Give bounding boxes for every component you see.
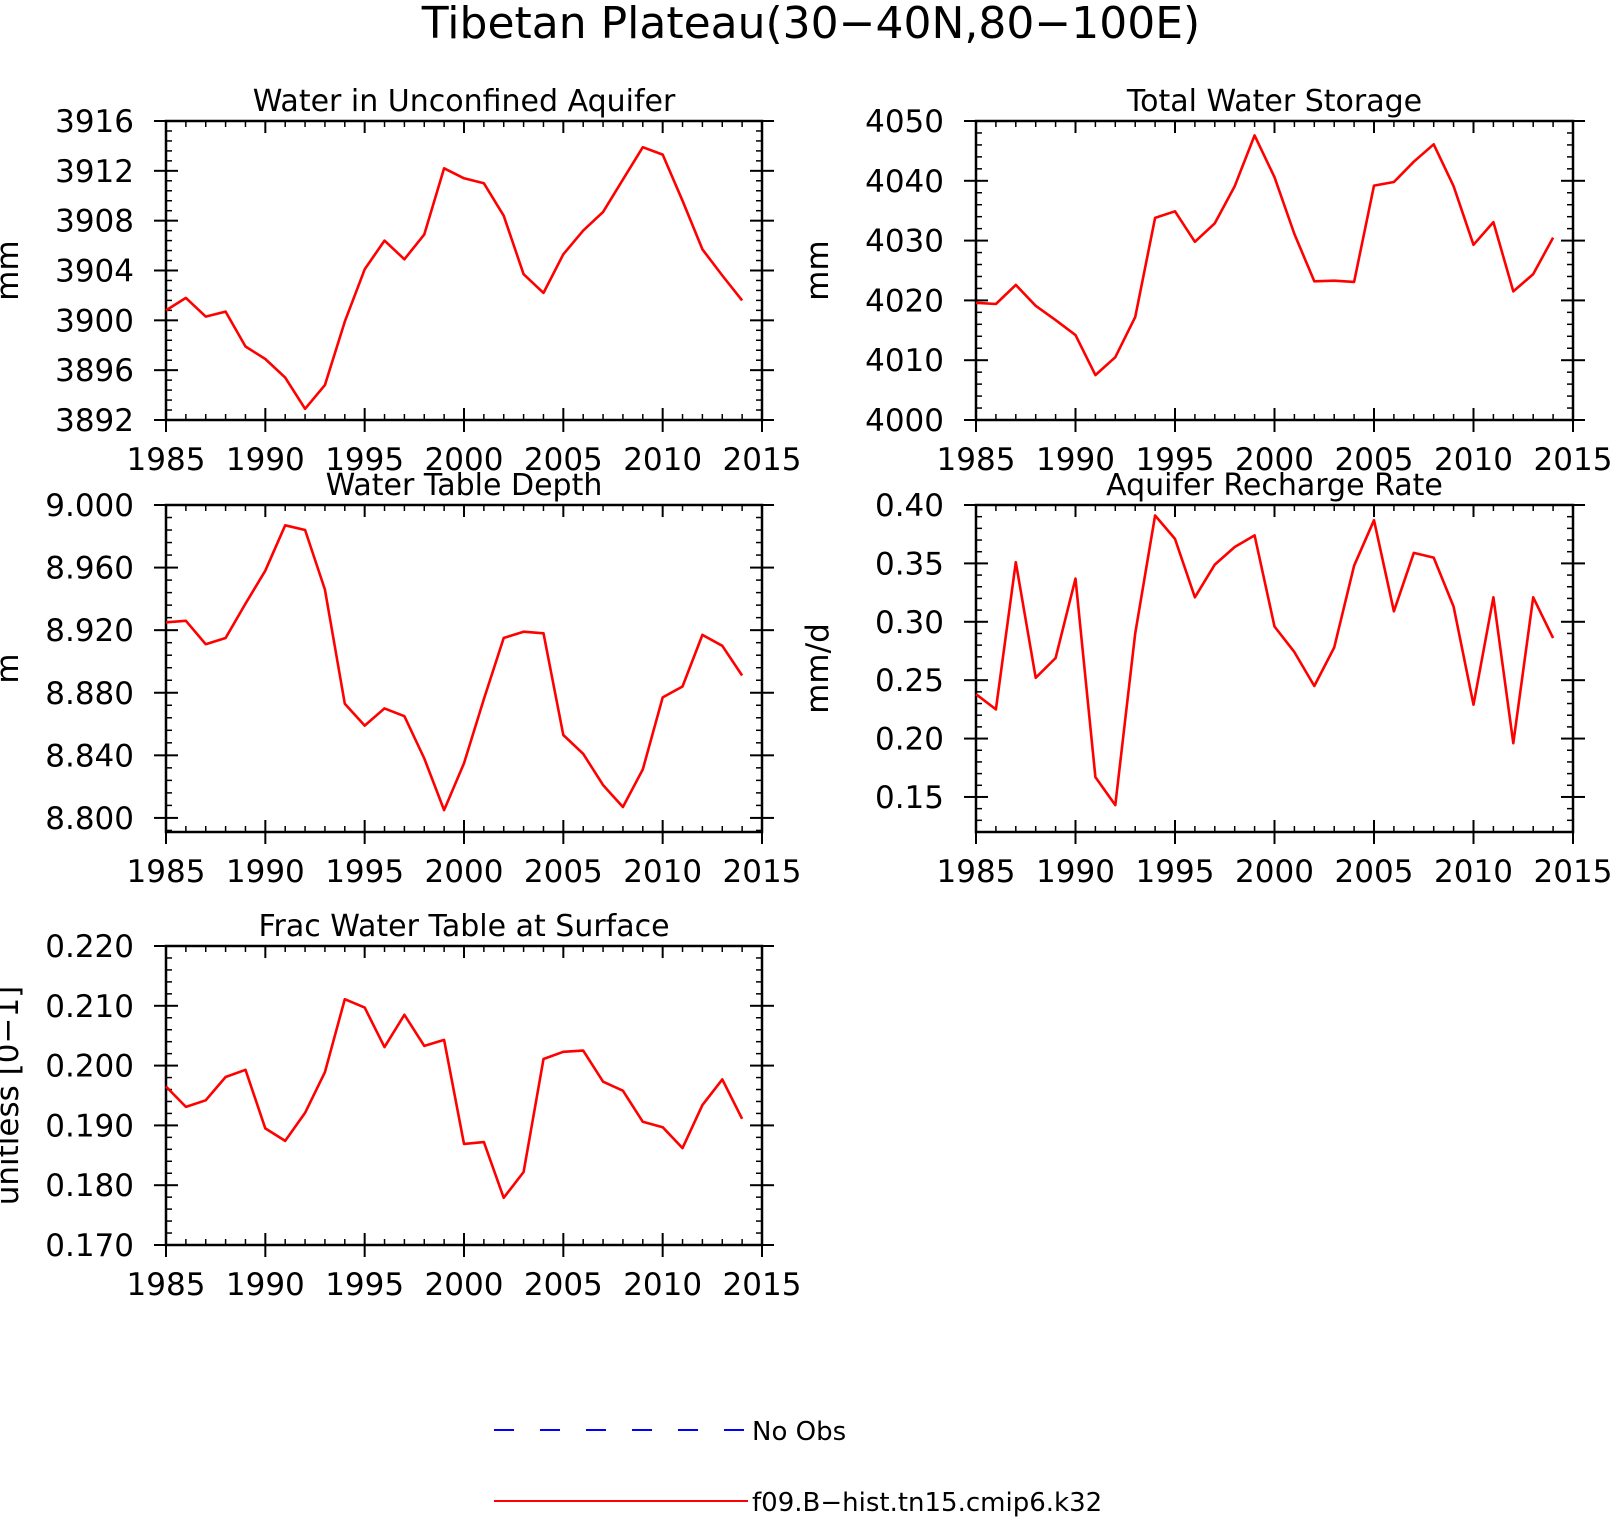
panel-title: Total Water Storage bbox=[1126, 84, 1422, 119]
panel-title: Frac Water Table at Surface bbox=[258, 909, 669, 944]
y-tick-label: 3900 bbox=[55, 303, 134, 339]
x-tick-label: 2015 bbox=[1534, 442, 1613, 478]
x-tick-label: 2005 bbox=[1335, 854, 1414, 890]
series-line bbox=[165, 145, 744, 411]
series-line bbox=[975, 134, 1555, 377]
plot-frame bbox=[974, 503, 1575, 834]
y-tick-label: 3912 bbox=[55, 154, 134, 190]
x-tick-label: 1995 bbox=[1136, 442, 1215, 478]
x-tick-label: 2000 bbox=[1235, 854, 1314, 890]
panel-title: Water in Unconfined Aquifer bbox=[253, 84, 676, 119]
series-line bbox=[165, 523, 744, 812]
y-tick-label: 0.180 bbox=[45, 1168, 134, 1204]
y-tick-label: 0.190 bbox=[45, 1108, 134, 1144]
plot-frame bbox=[164, 119, 764, 422]
x-tick-label: 2010 bbox=[1434, 854, 1513, 890]
x-tick-label: 1990 bbox=[226, 1267, 305, 1303]
x-tick-label: 2005 bbox=[1335, 442, 1414, 478]
x-tick-label: 2010 bbox=[623, 442, 702, 478]
y-tick-label: 8.960 bbox=[45, 551, 134, 587]
y-tick-label: 3892 bbox=[55, 403, 134, 439]
legend-label-no-obs: No Obs bbox=[752, 1417, 846, 1447]
panel-water-in-unconfined-aquifer: Water in Unconfined Aquifer 1985 1990 1995 2… bbox=[0, 84, 801, 478]
x-tick-label: 1990 bbox=[226, 442, 305, 478]
figure-title: Tibetan Plateau(30−40N,80−100E) bbox=[421, 0, 1200, 49]
y-tick-label: 9.000 bbox=[45, 488, 134, 524]
y-tick-label: 0.170 bbox=[45, 1228, 134, 1264]
y-tick-label: 0.220 bbox=[45, 929, 134, 965]
y-axis-label: m bbox=[0, 653, 26, 683]
x-tick-label: 2010 bbox=[623, 854, 702, 890]
panel-frac-water-table-at-surface: Frac Water Table at Surface 1985 1990 1995 2… bbox=[0, 909, 801, 1303]
y-tick-label: 0.40 bbox=[875, 488, 944, 524]
y-axis-label: mm bbox=[0, 240, 26, 300]
y-tick-label: 8.840 bbox=[45, 738, 134, 774]
panel-aquifer-recharge-rate: Aquifer Recharge Rate 1985 1990 1995 2000 200… bbox=[800, 468, 1612, 890]
x-tick-label: 1985 bbox=[127, 442, 206, 478]
x-tick-label: 1990 bbox=[1036, 442, 1115, 478]
y-tick-label: 0.20 bbox=[875, 722, 944, 758]
y-tick-label: 3904 bbox=[55, 254, 134, 290]
x-tick-label: 1985 bbox=[937, 442, 1016, 478]
x-tick-label: 1990 bbox=[1036, 854, 1115, 890]
y-tick-label: 4040 bbox=[865, 164, 944, 200]
y-tick-label: 4050 bbox=[865, 104, 944, 140]
plot-frame bbox=[164, 503, 764, 834]
panel-water-table-depth: Water Table Depth 1985 1990 1995 2000 2005 201… bbox=[0, 468, 801, 890]
x-tick-label: 2010 bbox=[1434, 442, 1513, 478]
y-tick-label: 8.920 bbox=[45, 613, 134, 649]
series-line bbox=[975, 514, 1555, 807]
y-tick-label: 4030 bbox=[865, 224, 944, 260]
y-axis-label: mm/d bbox=[800, 623, 836, 714]
x-tick-label: 2000 bbox=[1235, 442, 1314, 478]
plot-frame bbox=[974, 119, 1575, 422]
y-axis-label: mm bbox=[800, 240, 836, 300]
y-tick-label: 0.15 bbox=[875, 780, 944, 816]
panel-title: Aquifer Recharge Rate bbox=[1106, 468, 1443, 503]
y-tick-label: 0.210 bbox=[45, 989, 134, 1025]
x-tick-label: 2015 bbox=[723, 1267, 802, 1303]
x-tick-label: 2000 bbox=[425, 442, 504, 478]
x-tick-label: 1995 bbox=[325, 1267, 404, 1303]
x-tick-label: 2000 bbox=[425, 854, 504, 890]
x-tick-label: 2005 bbox=[524, 854, 603, 890]
x-tick-label: 2015 bbox=[723, 854, 802, 890]
y-tick-label: 0.35 bbox=[875, 546, 944, 582]
x-tick-label: 1995 bbox=[1136, 854, 1215, 890]
x-tick-label: 1985 bbox=[127, 1267, 206, 1303]
panel-total-water-storage: Total Water Storage 1985 1990 1995 2000 2005 2… bbox=[800, 84, 1612, 478]
legend: No Obs f09.B−hist.tn15.cmip6.k32 bbox=[494, 1417, 1102, 1517]
legend-label-model: f09.B−hist.tn15.cmip6.k32 bbox=[752, 1488, 1102, 1517]
y-tick-label: 8.880 bbox=[45, 676, 134, 712]
x-tick-label: 1995 bbox=[325, 854, 404, 890]
y-tick-label: 0.200 bbox=[45, 1049, 134, 1085]
x-tick-label: 2005 bbox=[524, 1267, 603, 1303]
x-tick-label: 1990 bbox=[226, 854, 305, 890]
y-tick-label: 4020 bbox=[865, 283, 944, 319]
x-tick-label: 2010 bbox=[623, 1267, 702, 1303]
y-axis-label: unitless [0−1] bbox=[0, 986, 26, 1206]
x-tick-label: 1995 bbox=[325, 442, 404, 478]
x-tick-label: 2000 bbox=[425, 1267, 504, 1303]
y-tick-label: 3896 bbox=[55, 353, 134, 389]
y-tick-label: 3916 bbox=[55, 104, 134, 140]
x-tick-label: 1985 bbox=[127, 854, 206, 890]
x-tick-label: 2005 bbox=[524, 442, 603, 478]
y-tick-label: 0.25 bbox=[875, 663, 944, 699]
panel-group: Water in Unconfined Aquifer 1985 1990 1995 2… bbox=[0, 84, 1612, 1303]
x-tick-label: 1985 bbox=[937, 854, 1016, 890]
y-tick-label: 8.800 bbox=[45, 801, 134, 837]
panel-title: Water Table Depth bbox=[326, 468, 603, 503]
series-line bbox=[165, 997, 744, 1200]
y-tick-label: 4000 bbox=[865, 403, 944, 439]
y-tick-label: 3908 bbox=[55, 204, 134, 240]
y-tick-label: 0.30 bbox=[875, 605, 944, 641]
y-tick-label: 4010 bbox=[865, 343, 944, 379]
x-tick-label: 2015 bbox=[723, 442, 802, 478]
x-tick-label: 2015 bbox=[1534, 854, 1613, 890]
